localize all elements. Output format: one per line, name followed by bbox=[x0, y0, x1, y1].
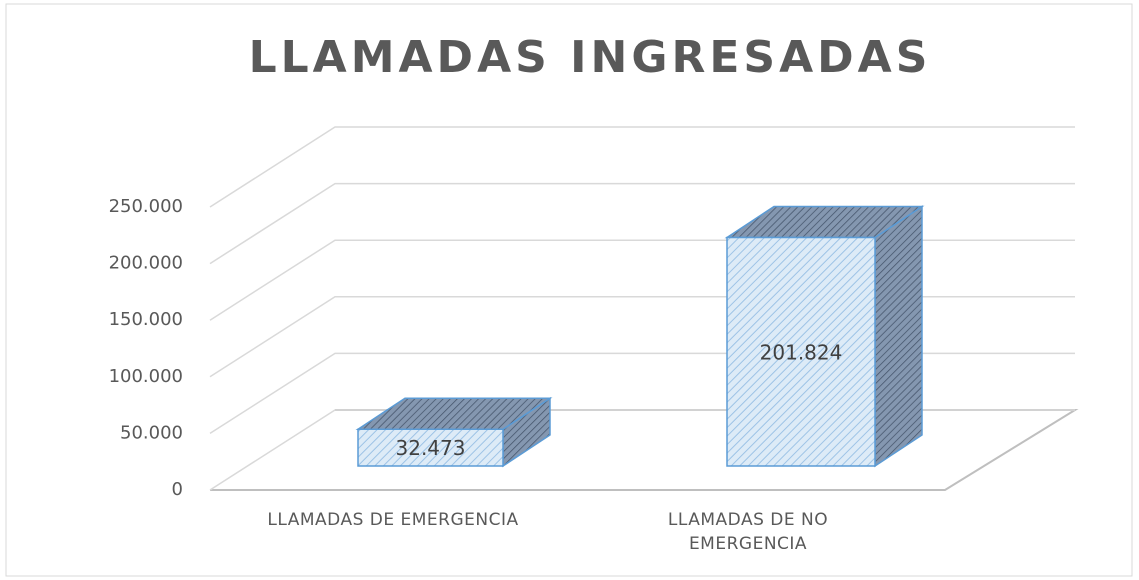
grid-line bbox=[209, 182, 1075, 265]
y-tick-label: 150.000 bbox=[109, 309, 183, 330]
y-tick-label: 0 bbox=[172, 479, 183, 500]
chart-border bbox=[5, 3, 1133, 577]
bar-front bbox=[726, 236, 876, 467]
bar-side bbox=[874, 205, 923, 468]
y-tick-label: 200.000 bbox=[109, 253, 183, 274]
chart-title: LLAMADAS INGRESADAS bbox=[249, 32, 932, 83]
bar-front bbox=[357, 428, 504, 467]
data-label: 201.824 bbox=[760, 340, 843, 364]
y-tick-label: 250.000 bbox=[109, 196, 183, 217]
x-tick-label: LLAMADAS DE NO EMERGENCIA bbox=[667, 510, 829, 554]
bar bbox=[724, 205, 925, 468]
y-tick-label: 100.000 bbox=[109, 366, 183, 387]
bar bbox=[355, 396, 553, 468]
y-tick-label: 50.000 bbox=[120, 422, 183, 443]
x-tick-label: LLAMADAS DE EMERGENCIA bbox=[267, 510, 519, 530]
grid-line bbox=[209, 126, 1075, 208]
data-label: 32.473 bbox=[396, 436, 466, 460]
